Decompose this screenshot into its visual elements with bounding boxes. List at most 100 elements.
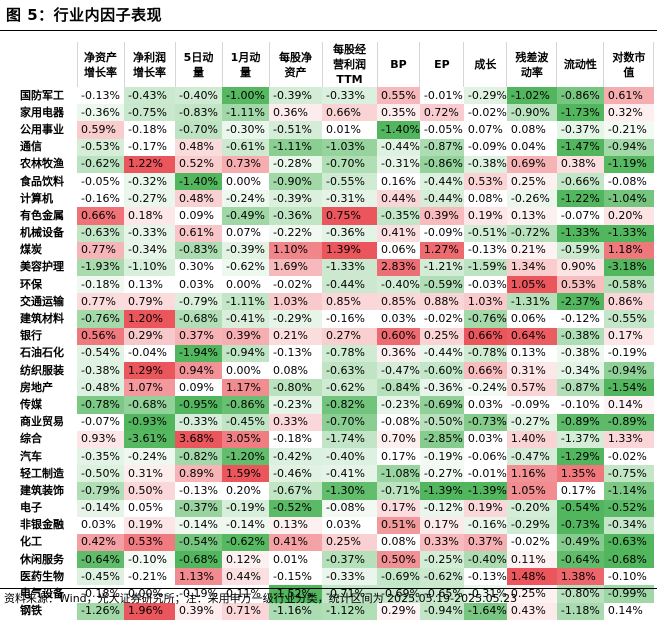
- table-row: 美容护理 -1.93% -1.10% 0.30% -0.62% 1.69% -1.33% 2.…: [18, 258, 654, 277]
- factor-value-cell: 0.00%: [226, 174, 261, 188]
- factor-value-cell: 0.42%: [77, 533, 124, 552]
- factor-value-cell: 0.61%: [175, 224, 222, 242]
- table-row: 银行 0.56% 0.29% 0.37% 0.39% 0.21% 0.27% 0.60% 0.2…: [18, 327, 654, 345]
- factor-value-cell: 1.16%: [506, 465, 557, 483]
- factor-value-cell: -0.02%: [273, 277, 312, 291]
- factor-value-cell: 0.19%: [463, 207, 507, 225]
- factor-value-cell: 0.14%: [603, 396, 654, 414]
- factor-value-cell: -0.29%: [463, 87, 507, 105]
- factor-value-cell: -0.68%: [175, 310, 222, 328]
- factor-value-cell: -0.70%: [322, 413, 377, 431]
- factor-value-cell: 0.20%: [603, 207, 654, 225]
- factor-value-cell: -0.13%: [467, 243, 507, 257]
- industry-name: 电气设备: [20, 587, 64, 601]
- factor-value-cell: 0.53%: [124, 533, 175, 552]
- column-header-line: 资产: [284, 65, 307, 79]
- factor-value-cell: 0.21%: [269, 327, 322, 345]
- factor-value-cell: -1.11%: [222, 293, 269, 311]
- industry-name: 通信: [20, 140, 42, 154]
- factor-value-cell: 0.73%: [222, 155, 269, 173]
- factor-value-cell: 0.50%: [124, 482, 175, 500]
- factor-value-cell: 0.53%: [463, 172, 507, 191]
- factor-value-cell: -2.85%: [419, 430, 464, 448]
- factor-value-cell: 0.00%: [128, 587, 163, 601]
- factor-value-cell: -0.69%: [419, 396, 464, 414]
- factor-value-cell: -0.26%: [506, 190, 557, 208]
- factor-value-cell: 0.03%: [467, 397, 503, 411]
- factor-value-cell: 0.61%: [603, 87, 654, 105]
- factor-value-cell: -0.70%: [322, 155, 377, 173]
- factor-value-cell: 0.00%: [226, 277, 261, 291]
- factor-value-cell: -0.08%: [381, 415, 420, 429]
- factor-value-cell: -0.16%: [81, 191, 120, 205]
- factor-value-cell: -0.68%: [603, 551, 654, 569]
- factor-value-cell: 1.17%: [222, 379, 269, 397]
- factor-value-cell: -0.62%: [222, 258, 269, 277]
- table-row: 房地产 -0.48% 1.07% 0.09% 1.17% -0.80% -0.62% -0.8…: [18, 379, 654, 397]
- factor-value-cell: -0.33%: [322, 87, 377, 105]
- factor-value-cell: -0.65%: [419, 585, 464, 603]
- factor-value-cell: -0.13%: [81, 88, 120, 102]
- factor-value-cell: -0.89%: [603, 413, 654, 431]
- factor-value-cell: -0.99%: [603, 585, 654, 603]
- factor-value-cell: -1.08%: [377, 465, 420, 483]
- industry-name: 计算机: [20, 191, 53, 205]
- factor-value-cell: 0.12%: [222, 551, 269, 569]
- factor-value-cell: -0.68%: [124, 396, 175, 414]
- factor-value-cell: -0.39%: [222, 241, 269, 259]
- factor-value-cell: 0.13%: [128, 277, 163, 291]
- column-header: 残差波 动率: [506, 42, 558, 87]
- factor-value-cell: -0.47%: [506, 447, 557, 466]
- factor-value-cell: -0.37%: [556, 121, 604, 139]
- table-row: 机械设备 -0.63% -0.33% 0.61% 0.07% -0.22% -0.36% 0.…: [18, 224, 654, 242]
- factor-value-cell: -0.90%: [269, 172, 322, 191]
- factor-value-cell: 0.72%: [419, 104, 464, 122]
- factor-value-cell: -0.29%: [506, 516, 557, 534]
- factor-value-cell: -0.78%: [463, 344, 507, 362]
- factor-value-cell: -0.55%: [322, 172, 377, 191]
- factor-value-cell: 0.25%: [506, 172, 557, 191]
- factor-value-cell: -0.48%: [77, 379, 124, 397]
- factor-value-cell: -0.49%: [222, 207, 269, 225]
- factor-value-cell: 0.17%: [381, 449, 416, 463]
- industry-name: 汽车: [20, 449, 42, 463]
- factor-value-cell: -0.08%: [322, 499, 377, 517]
- industry-name: 美容护理: [20, 260, 64, 274]
- factor-value-cell: -0.35%: [377, 207, 420, 225]
- industry-name: 传媒: [20, 397, 42, 411]
- factor-value-cell: -0.63%: [603, 533, 654, 552]
- factor-value-cell: 0.48%: [175, 138, 222, 156]
- factor-value-cell: 0.56%: [77, 327, 124, 345]
- table-body: 国防军工 -0.13% -0.43% -0.40% -1.00% -0.39% -0.33%…: [18, 87, 654, 620]
- factor-value-cell: -1.40%: [377, 121, 420, 139]
- factor-value-cell: -0.63%: [77, 224, 124, 242]
- factor-value-cell: -1.73%: [556, 104, 604, 122]
- column-header-line: 值: [623, 65, 635, 79]
- factor-value-cell: 0.85%: [377, 293, 420, 311]
- factor-value-cell: -1.39%: [419, 482, 464, 500]
- table-row: 通信 -0.53% -0.17% 0.48% -0.61% -1.11% -1.03% -0.…: [18, 138, 654, 156]
- column-header: 每股经 营利润 TTM: [322, 42, 378, 87]
- factor-value-cell: -0.87%: [556, 379, 604, 397]
- factor-value-cell: -0.82%: [175, 447, 222, 466]
- factor-value-cell: -1.94%: [175, 344, 222, 362]
- column-header-line: TTM: [336, 73, 363, 86]
- header-row: 净资产 增长率 净利润 增长率 5日动量 1月动量每股净 资产 每股经 营利润 TTM BP EP 成长…: [18, 42, 655, 87]
- factor-value-cell: -1.52%: [269, 585, 322, 603]
- factor-value-cell: -0.37%: [322, 551, 377, 569]
- factor-value-cell: -0.39%: [269, 87, 322, 105]
- factor-value-cell: 0.09%: [179, 208, 214, 222]
- factor-value-cell: 0.00%: [226, 363, 261, 377]
- factor-value-cell: -0.08%: [607, 174, 647, 188]
- factor-value-cell: 0.38%: [556, 155, 604, 173]
- factor-value-cell: 0.25%: [322, 533, 377, 552]
- table-row: 化工 0.42% 0.53% -0.54% -0.62% 0.41% 0.25% 0.08% 0…: [18, 533, 654, 552]
- factor-value-cell: -0.16%: [326, 312, 365, 326]
- factor-value-cell: 0.25%: [506, 585, 557, 603]
- factor-value-cell: -1.02%: [506, 87, 557, 105]
- factor-value-cell: -0.34%: [124, 241, 175, 259]
- source-note: 资料来源：Wind，光大证券研究所；注：采用申万一级行业分类，统计区间为 202…: [4, 592, 518, 605]
- factor-value-cell: -0.07%: [560, 208, 600, 222]
- factor-value-cell: 1.05%: [506, 276, 557, 294]
- column-header-line: 量: [193, 65, 204, 79]
